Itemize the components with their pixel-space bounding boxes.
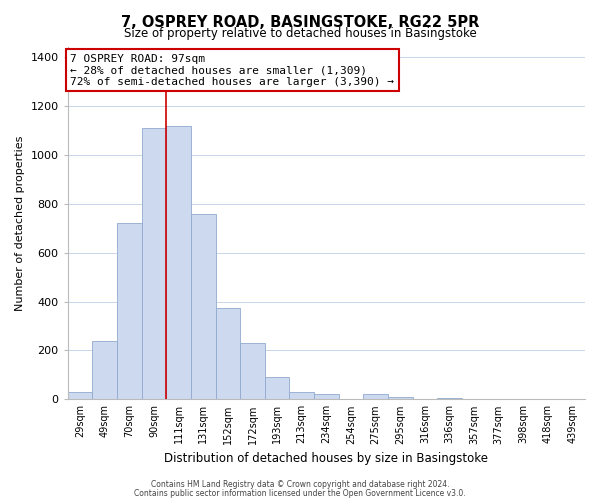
Bar	[265, 378, 289, 400]
Text: 7, OSPREY ROAD, BASINGSTOKE, RG22 5PR: 7, OSPREY ROAD, BASINGSTOKE, RG22 5PR	[121, 15, 479, 30]
Text: Contains HM Land Registry data © Crown copyright and database right 2024.: Contains HM Land Registry data © Crown c…	[151, 480, 449, 489]
Bar	[166, 126, 191, 400]
Text: 7 OSPREY ROAD: 97sqm
← 28% of detached houses are smaller (1,309)
72% of semi-de: 7 OSPREY ROAD: 97sqm ← 28% of detached h…	[70, 54, 394, 87]
Bar	[142, 128, 166, 400]
Bar	[364, 394, 388, 400]
Bar	[437, 398, 462, 400]
Bar	[92, 340, 117, 400]
X-axis label: Distribution of detached houses by size in Basingstoke: Distribution of detached houses by size …	[164, 452, 488, 465]
Bar	[68, 392, 92, 400]
Bar	[117, 224, 142, 400]
Bar	[240, 343, 265, 400]
Bar	[215, 308, 240, 400]
Bar	[289, 392, 314, 400]
Text: Contains public sector information licensed under the Open Government Licence v3: Contains public sector information licen…	[134, 488, 466, 498]
Bar	[388, 397, 413, 400]
Y-axis label: Number of detached properties: Number of detached properties	[15, 136, 25, 311]
Text: Size of property relative to detached houses in Basingstoke: Size of property relative to detached ho…	[124, 28, 476, 40]
Bar	[314, 394, 338, 400]
Bar	[191, 214, 215, 400]
